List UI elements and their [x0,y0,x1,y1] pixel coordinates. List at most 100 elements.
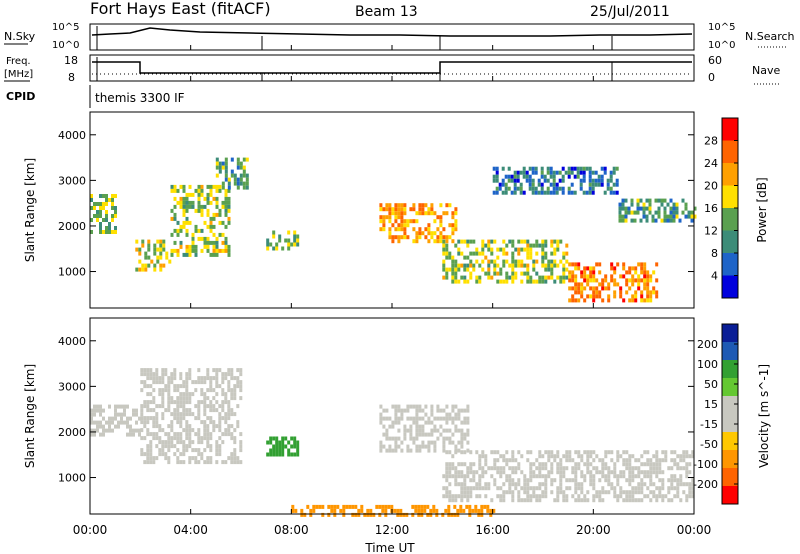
velocity-echo-cell [233,396,237,401]
velocity-echo-cell [233,460,237,465]
velocity-echo-cell [421,444,425,449]
power-echo-cell [215,204,219,209]
velocity-echo-cell [454,428,458,433]
velocity-echo-cell [478,474,482,479]
velocity-echo-cell [583,478,587,483]
velocity-echo-cell [691,454,695,459]
velocity-echo-cell [640,486,644,491]
power-echo-cell [176,252,180,257]
power-echo-cell [245,185,249,190]
velocity-echo-cell [466,490,470,495]
velocity-echo-cell [379,416,383,421]
power-echo-cell [406,219,410,224]
velocity-echo-cell [176,416,180,421]
power-echo-cell [559,279,563,284]
velocity-echo-cell [445,428,449,433]
power-echo-cell [493,259,497,264]
power-echo-cell [540,174,544,179]
power-echo-cell [233,177,237,182]
velocity-echo-cell [493,458,497,463]
velocity-echo-cell [486,508,490,513]
power-echo-cell [451,239,455,244]
power-echo-cell [588,186,592,191]
velocity-echo-cell [625,494,629,499]
velocity-echo-cell [619,490,623,495]
velocity-echo-cell [345,504,349,509]
velocity-echo-cell [637,498,641,503]
velocity-echo-cell [529,474,533,479]
velocity-echo-cell [140,412,144,417]
power-echo-cell [212,244,216,249]
velocity-echo-cell [460,444,464,449]
power-echo-cell [516,170,520,175]
velocity-echo-cell [96,420,99,425]
velocity-echo-cell [472,486,476,491]
power-echo-cell [684,202,688,207]
power-echo-cell [571,274,575,279]
velocity-echo-cell [296,452,300,457]
velocity-echo-cell [321,512,325,517]
velocity-echo-cell [394,412,398,417]
velocity-echo-cell [628,482,632,487]
velocity-echo-cell [580,498,584,503]
velocity-echo-cell [586,462,590,467]
velocity-echo-cell [444,508,448,513]
power-echo-cell [227,208,231,213]
velocity-echo-cell [541,466,545,471]
power-echo-cell [496,247,500,252]
velocity-echo-cell [508,458,512,463]
velocity-echo-cell [565,498,569,503]
power-echo-cell [242,181,246,186]
velocity-echo-cell [385,428,389,433]
velocity-echo-cell [463,450,467,455]
power-echo-cell [588,190,592,195]
velocity-echo-cell [236,376,240,381]
velocity-echo-cell [394,444,398,449]
power-echo-cell [481,239,485,244]
power-echo-cell [185,196,189,201]
power-echo-cell [621,202,625,207]
velocity-echo-cell [176,436,180,441]
velocity-echo-cell [457,482,461,487]
velocity-echo-cell [215,440,219,445]
power-echo-cell [603,170,607,175]
power-echo-cell [170,252,174,257]
velocity-echo-cell [688,490,692,495]
power-echo-cell [541,247,545,252]
velocity-echo-cell [613,470,617,475]
power-echo-cell [687,214,691,219]
velocity-echo-cell [625,458,629,463]
power-echo-cell [215,196,219,201]
velocity-echoes [90,368,695,517]
velocity-echo-cell [218,424,222,429]
velocity-echo-cell [637,486,641,491]
power-echo-cell [519,170,523,175]
velocity-echo-cell [478,462,482,467]
power-echo-cell [388,231,392,236]
velocity-echo-cell [453,512,457,517]
power-echo-cell [487,259,491,264]
power-echo-cell [495,186,499,191]
velocity-echo-cell [191,392,195,397]
power-echo-cell [430,231,434,236]
velocity-echo-cell [403,428,407,433]
velocity-echo-cell [595,470,599,475]
power-echo-cell [391,235,395,240]
power-echo-cell [99,194,102,198]
power-echo-cell [293,234,297,239]
velocity-echo-cell [149,392,153,397]
velocity-echo-cell [140,380,144,385]
velocity-echo-cell [613,462,617,467]
velocity-echo-cell [637,458,641,463]
velocity-echo-cell [218,448,222,453]
power-echo-cell [490,247,494,252]
power-echo-cell [546,186,550,191]
power-echo-cell [636,198,640,203]
velocity-echo-cell [391,404,395,409]
power-echo-cell [640,298,644,303]
velocity-echo-cell [511,458,515,463]
velocity-echo-cell [209,400,213,405]
velocity-echo-cell [182,404,186,409]
velocity-echo-cell [117,420,120,425]
velocity-echo-cell [293,436,297,441]
